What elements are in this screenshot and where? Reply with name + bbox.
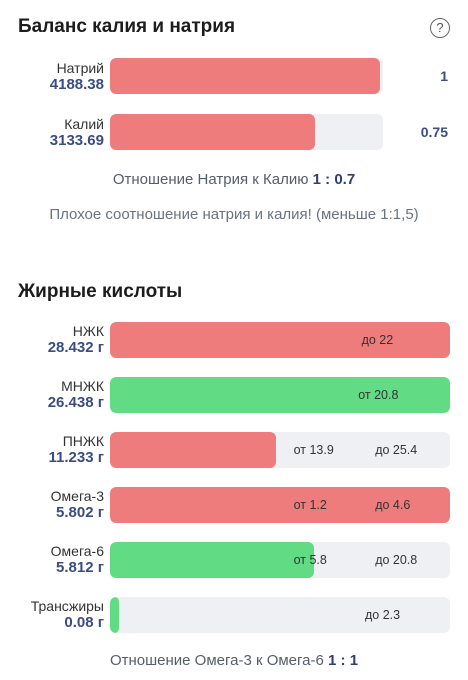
fat-bar: от 1.2 до 4.6 (110, 487, 450, 523)
fat-range-mark: от 20.8 (358, 388, 399, 402)
nutrient-bar (110, 114, 383, 150)
fat-label: ПНЖК 11.233 г (4, 433, 104, 467)
nutrient-ratio: 1 (440, 68, 448, 84)
nutrient-bar (110, 58, 383, 94)
fat-range-mark: от 1.2 (293, 498, 327, 512)
fat-range-mark: до 2.3 (365, 608, 401, 622)
fat-name: Трансжиры (30, 598, 104, 614)
nutrient-bar-fill (110, 114, 315, 150)
fat-bar: до 22 (110, 322, 450, 358)
fat-value: 26.438 г (47, 394, 104, 411)
nutrient-bar-fill (110, 58, 381, 94)
fat-name: Омега-6 (50, 543, 104, 559)
fat-range-mark: до 25.4 (375, 443, 418, 457)
fat-value: 11.233 г (48, 449, 104, 466)
fat-bar-fill (110, 487, 450, 523)
fat-label: Омега-3 5.802 г (4, 488, 104, 522)
nutrient-name: Натрий (56, 60, 104, 76)
sodium-potassium-ratio: Отношение Натрия к Калию 1 : 0.7 (0, 171, 468, 188)
fat-bar-fill (110, 597, 119, 633)
fat-range-mark: до 22 (361, 333, 394, 347)
fat-bar: до 2.3 (110, 597, 450, 633)
balance-title: Баланс калия и натрия (18, 16, 236, 37)
nutrient-name: Калий (64, 116, 104, 132)
nutrient-value: 4188.38 (49, 76, 104, 93)
fat-label: Трансжиры 0.08 г (4, 598, 104, 632)
ratio-value: 1 : 0.7 (312, 171, 356, 188)
fat-range-mark: до 4.6 (375, 498, 411, 512)
fat-label: НЖК 28.432 г (4, 323, 104, 357)
fat-value: 0.08 г (64, 614, 104, 631)
fats-title: Жирные кислоты (18, 281, 183, 302)
ratio-warning: Плохое соотношение натрия и калия! (мень… (49, 206, 419, 223)
nutrient-value: 3133.69 (49, 132, 104, 149)
fat-value: 5.812 г (56, 559, 104, 576)
fat-bar-fill (110, 322, 450, 358)
fat-bar-fill (110, 542, 314, 578)
fat-label: Омега-6 5.812 г (4, 543, 104, 577)
nutrient-label: Натрий 4188.38 (8, 60, 104, 94)
fat-name: Омега-3 (50, 488, 104, 504)
omega-ratio: Отношение Омега-3 к Омега-6 1 : 1 (0, 652, 468, 669)
fat-range-mark: от 13.9 (293, 443, 334, 457)
nutrient-label: Калий 3133.69 (8, 116, 104, 150)
omega-ratio-caption: Отношение Омега-3 к Омега-6 (109, 652, 324, 669)
fat-bar-fill (110, 432, 276, 468)
fat-name: НЖК (72, 323, 104, 339)
omega-ratio-value: 1 : 1 (328, 652, 359, 669)
fat-name: МНЖК (61, 378, 104, 394)
ratio-caption: Отношение Натрия к Калию (112, 171, 309, 188)
fat-bar: от 5.8 до 20.8 (110, 542, 450, 578)
fat-bar-fill (110, 377, 450, 413)
fat-bar: от 20.8 (110, 377, 450, 413)
question-circle-icon[interactable]: ? (430, 18, 450, 38)
fat-value: 28.432 г (47, 339, 104, 356)
fat-name: ПНЖК (62, 433, 104, 449)
fat-label: МНЖК 26.438 г (4, 378, 104, 412)
fat-bar: от 13.9 до 25.4 (110, 432, 450, 468)
nutrient-ratio: 0.75 (420, 124, 448, 140)
fat-value: 5.802 г (56, 504, 104, 521)
fat-range-mark: до 20.8 (375, 553, 418, 567)
fat-range-mark: от 5.8 (293, 553, 327, 567)
